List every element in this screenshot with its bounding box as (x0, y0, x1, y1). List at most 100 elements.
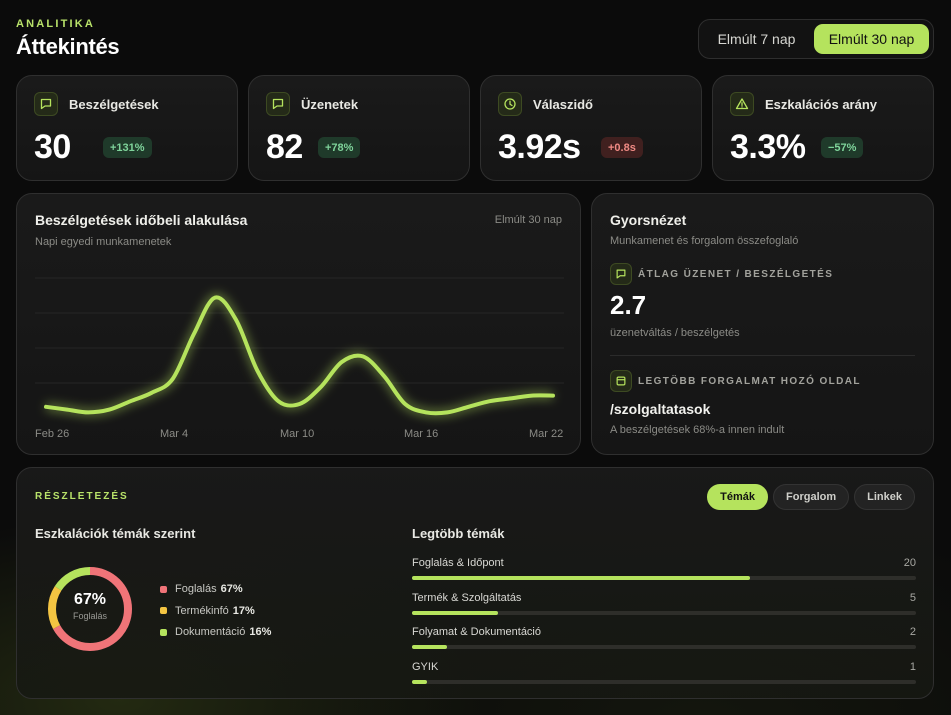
stat-value: 30 (34, 128, 71, 166)
legend-item: Dokumentáció 16% (160, 623, 271, 641)
stat-card-conversations: Beszélgetések 30 +131% (16, 75, 238, 181)
legend-value: 67% (220, 583, 243, 595)
avg-messages-value: 2.7 (610, 290, 647, 320)
data-point (61, 404, 73, 416)
donut-center-value: 67% (73, 591, 107, 608)
topic-bar-track (412, 576, 916, 580)
data-point (505, 392, 517, 404)
stat-card-response-time: Válaszidő 3.92s +0.8s (480, 75, 702, 181)
details-card: RÉSZLETEZÉS Témák Forgalom Linkek Eszkal… (16, 467, 934, 699)
escalations-title: Eszkalációk témák szerint (35, 526, 196, 541)
topic-count: 1 (909, 661, 916, 673)
stat-label: Eszkalációs arány (765, 97, 878, 112)
topic-bar-fill (412, 611, 498, 615)
change-badge: +78% (318, 137, 361, 158)
topic-name: GYIK (412, 661, 439, 673)
data-point (336, 356, 348, 368)
chat-bubble-icon (34, 92, 58, 116)
legend-swatch (160, 585, 167, 593)
page-eyebrow: ANALITIKA (16, 18, 96, 30)
chart-title: Beszélgetések időbeli alakulása (35, 212, 248, 228)
stat-value: 3.92s (498, 128, 581, 166)
page-icon (610, 370, 632, 392)
stat-value: 82 (266, 128, 303, 166)
data-point (294, 398, 306, 410)
donut-slice (48, 567, 132, 651)
data-point (125, 395, 137, 407)
trend-line-chart (35, 277, 564, 418)
range-30-days-button[interactable]: Elmúlt 30 nap (814, 24, 929, 54)
donut-center-label: Foglalás (72, 611, 108, 621)
chart-subtitle: Napi egyedi munkamenetek (35, 236, 172, 248)
topic-bar-fill (412, 680, 428, 684)
stat-value: 3.3% (730, 128, 806, 166)
topic-count: 2 (909, 626, 916, 638)
data-point (40, 401, 52, 413)
escalation-donut-chart: 67% Foglalás (45, 564, 135, 654)
message-icon (266, 92, 290, 116)
series-line (44, 295, 555, 416)
tab-topics[interactable]: Témák (707, 484, 769, 510)
change-badge: −57% (821, 137, 864, 158)
clock-icon (498, 92, 522, 116)
x-tick-label: Feb 26 (35, 428, 70, 440)
avg-messages-label: ÁTLAG ÜZENET / BESZÉLGETÉS (638, 269, 834, 280)
topic-row: Folyamat & Dokumentáció 2 (412, 626, 916, 656)
data-point (441, 406, 453, 418)
top-page-note: A beszélgetések 68%-a innen indult (610, 424, 785, 436)
legend-item: Foglalás 67% (160, 580, 271, 598)
legend-item: Termékinfó 17% (160, 602, 271, 620)
topic-count: 5 (909, 592, 916, 604)
data-point (526, 390, 538, 402)
stat-label: Beszélgetések (69, 97, 159, 112)
date-range-toggle: Elmúlt 7 nap Elmúlt 30 nap (698, 19, 934, 59)
topic-bar-track (412, 680, 916, 684)
legend-value: 17% (232, 604, 255, 617)
topic-row: Foglalás & Időpont 20 (412, 557, 916, 587)
data-point (82, 406, 94, 418)
series-line-glow (45, 293, 554, 418)
stat-label: Üzenetek (301, 97, 359, 112)
topic-row: Termék & Szolgáltatás 5 (412, 592, 916, 622)
data-point (547, 390, 559, 402)
tab-links[interactable]: Linkek (854, 484, 915, 510)
divider (610, 355, 915, 356)
x-tick-label: Mar 16 (404, 428, 439, 440)
donut-slice (48, 567, 132, 651)
details-eyebrow: RÉSZLETEZÉS (35, 491, 129, 502)
donut-legend: Foglalás 67% Termékinfó 17% Dokumentáció… (160, 580, 271, 645)
stat-card-escalation-rate: Eszkalációs arány 3.3% −57% (712, 75, 934, 181)
data-point (378, 370, 390, 382)
message-icon (610, 263, 632, 285)
data-point (251, 364, 263, 376)
topic-bar-track (412, 611, 916, 615)
data-point (167, 373, 179, 385)
trend-chart-card: Beszélgetések időbeli alakulása Napi egy… (16, 193, 581, 455)
page-title: Áttekintés (16, 34, 120, 59)
quick-view-subtitle: Munkamenet és forgalom összefoglaló (610, 235, 799, 247)
change-badge: +131% (103, 137, 152, 158)
data-point (357, 350, 369, 362)
topic-name: Foglalás & Időpont (412, 557, 504, 569)
range-7-days-button[interactable]: Elmúlt 7 nap (717, 31, 796, 47)
data-point (272, 395, 284, 407)
top-page-path: /szolgaltatasok (610, 401, 711, 417)
legend-value: 16% (249, 626, 272, 638)
x-tick-label: Mar 4 (160, 428, 189, 440)
top-topics-title: Legtöbb témák (412, 526, 505, 541)
tab-traffic[interactable]: Forgalom (773, 484, 850, 510)
legend-label: Foglalás (175, 583, 217, 595)
chart-range-label: Elmúlt 30 nap (494, 214, 562, 226)
data-point (420, 406, 432, 418)
data-point (209, 292, 221, 304)
legend-swatch (160, 607, 167, 614)
x-tick-label: Mar 10 (280, 428, 315, 440)
donut-svg (48, 567, 132, 651)
data-point (484, 395, 496, 407)
top-page-label: LEGTÖBB FORGALMAT HOZÓ OLDAL (638, 376, 861, 387)
avg-messages-note: üzenetváltás / beszélgetés (610, 327, 740, 339)
quick-view-card: Gyorsnézet Munkamenet és forgalom összef… (591, 193, 934, 455)
change-badge: +0.8s (601, 137, 643, 158)
data-point (315, 381, 327, 393)
data-point (463, 401, 475, 413)
